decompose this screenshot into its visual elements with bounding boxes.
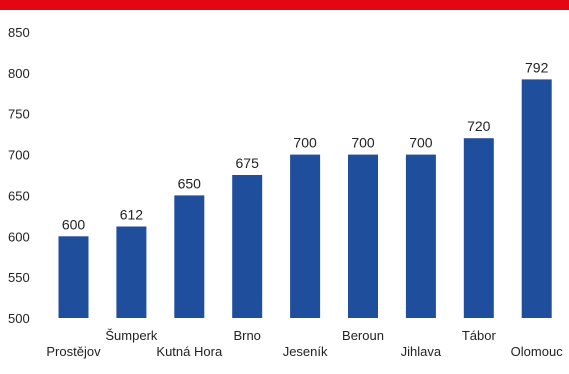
data-label: 720 xyxy=(467,118,491,134)
category-label: Beroun xyxy=(342,328,384,343)
data-labels: 600 612 650 675 700 700 700 720 792 xyxy=(62,59,549,232)
y-tick-label: 800 xyxy=(8,66,30,81)
bar xyxy=(405,154,436,318)
data-label: 612 xyxy=(120,207,144,223)
category-label: Šumperk xyxy=(105,328,158,343)
bar xyxy=(521,79,552,319)
category-label: Kutná Hora xyxy=(156,344,223,359)
y-tick-label: 650 xyxy=(8,188,30,203)
bar xyxy=(232,175,263,318)
data-label: 700 xyxy=(351,135,375,151)
bars xyxy=(58,79,552,319)
y-tick-label: 550 xyxy=(8,270,30,285)
data-label: 600 xyxy=(62,216,86,232)
y-axis: 500 550 600 650 700 750 800 850 xyxy=(8,25,30,326)
category-label: Prostějov xyxy=(46,344,101,359)
category-label: Jeseník xyxy=(283,344,328,359)
category-label: Jihlava xyxy=(401,344,442,359)
category-label: Olomouc xyxy=(511,344,564,359)
y-tick-label: 600 xyxy=(8,229,30,244)
data-label: 792 xyxy=(525,59,549,75)
y-tick-label: 850 xyxy=(8,25,30,40)
bar xyxy=(463,138,494,318)
bar xyxy=(348,154,378,318)
title-band xyxy=(0,0,569,10)
category-label: Tábor xyxy=(462,328,497,343)
y-tick-label: 750 xyxy=(8,107,30,122)
bar xyxy=(174,195,205,318)
data-label: 650 xyxy=(178,175,202,191)
bar xyxy=(58,236,89,318)
data-label: 675 xyxy=(236,155,260,171)
data-label: 700 xyxy=(293,135,317,151)
category-label: Brno xyxy=(233,328,260,343)
y-tick-label: 500 xyxy=(8,311,30,326)
bar xyxy=(290,154,321,318)
y-tick-label: 700 xyxy=(8,148,30,163)
data-label: 700 xyxy=(409,135,433,151)
bar xyxy=(116,226,147,318)
